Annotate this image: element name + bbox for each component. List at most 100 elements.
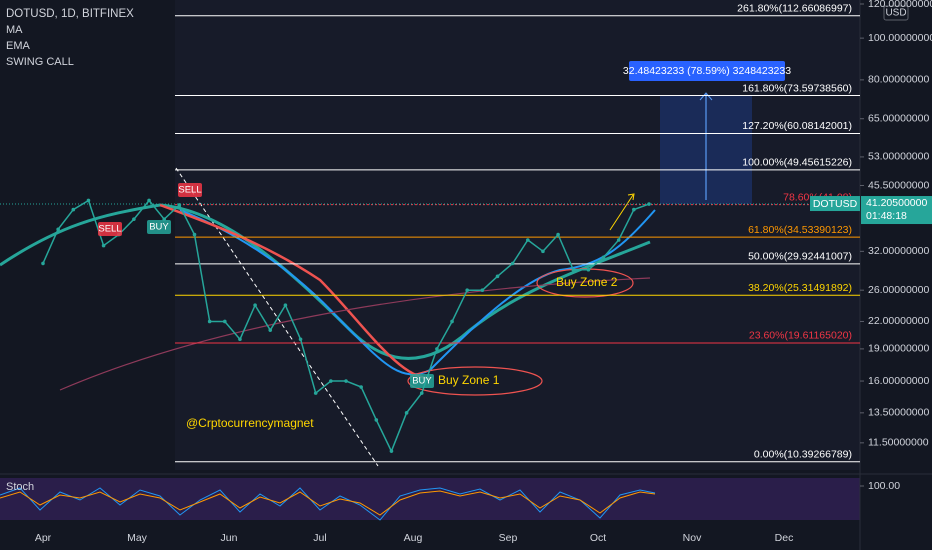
price-point (223, 319, 227, 324)
price-point (253, 303, 257, 307)
fib-label: 261.80%(112.66086997) (737, 3, 852, 15)
y-tick-label: 65.00000000 (868, 113, 929, 125)
signal: SELL (178, 185, 201, 196)
price-point (101, 243, 106, 248)
annotation: @Crptocurrencymagnet (186, 416, 314, 430)
price-point (601, 255, 606, 260)
long-ma-line (59, 277, 651, 391)
price-point (404, 411, 409, 415)
price-tag-price: 41.20500000 (866, 197, 927, 209)
y-tick-label: 32.00000000 (868, 245, 929, 257)
zone-ellipse (536, 268, 634, 298)
signal-box (147, 220, 171, 234)
fib-label: 50.00%(29.92441007) (748, 251, 852, 263)
price-point (359, 385, 363, 389)
y-tick-label: 26.00000000 (868, 284, 929, 296)
price-point (56, 227, 60, 232)
signal-box (178, 183, 202, 197)
price-point (450, 319, 454, 324)
stoch-d (0, 490, 656, 516)
x-tick-label: Oct (590, 532, 606, 544)
signal: BUY (149, 222, 169, 233)
price-point (389, 449, 394, 453)
price-point (329, 379, 333, 383)
y-tick-label: 45.50000000 (868, 179, 929, 191)
price-point (268, 328, 273, 332)
annotation: Buy Zone 1 (438, 373, 500, 387)
price-tag-symbol-box (810, 196, 860, 212)
price-point (616, 238, 621, 242)
fib-label: 0.00%(10.39266789) (754, 449, 852, 461)
indicator: EMA (6, 40, 31, 52)
indicator: MA (6, 24, 23, 36)
price-point (510, 261, 515, 266)
trend-arrow (609, 193, 635, 231)
fib-label: 61.80%(34.53390123) (748, 224, 852, 236)
x-tick-label: Apr (35, 532, 52, 544)
y-tick-label: 11.50000000 (868, 437, 929, 449)
x-tick-label: Nov (683, 532, 702, 544)
price-point (495, 274, 500, 279)
x-tick-label: Sep (499, 532, 518, 544)
fib-label: 38.20%(25.31491892) (748, 282, 852, 294)
x-tick-label: Dec (775, 532, 794, 544)
y-tick-label: 19.00000000 (868, 343, 929, 355)
price-point (344, 379, 348, 383)
fib-label: 23.60%(19.61165020) (749, 330, 852, 342)
y-tick-label: 80.00000000 (868, 74, 929, 86)
ma-slow-line (159, 203, 431, 380)
stoch-band (0, 478, 860, 520)
fib-label: 161.80%(73.59738560) (742, 82, 852, 94)
price-point (283, 303, 288, 307)
fib-label: 100.00%(49.45615226) (742, 157, 852, 169)
signal-box (98, 222, 122, 236)
currency-box[interactable] (883, 5, 909, 21)
price-point (374, 418, 379, 422)
x-tick-label: May (127, 532, 148, 544)
price-point (435, 347, 439, 351)
x-tick-label: Jun (221, 532, 238, 544)
y-tick-label: 100.00000000 (868, 32, 932, 44)
price-point (556, 232, 560, 237)
zone-ellipse (407, 366, 543, 396)
y-tick-label: 13.50000000 (868, 407, 929, 419)
stoch-title: Stoch (6, 481, 34, 493)
measure-arrow-head (699, 92, 713, 101)
y-tick-label: 120.00000000 (868, 0, 932, 10)
price-point (147, 198, 151, 203)
signal-box (410, 374, 434, 388)
fib-label: 127.20%(60.08142001) (742, 120, 852, 132)
price-point (313, 391, 318, 395)
price-point (586, 267, 591, 272)
y-tick-label: 22.00000000 (868, 315, 929, 327)
price-point (465, 288, 470, 292)
x-tick-label: Aug (404, 532, 423, 544)
signal: SELL (98, 224, 121, 235)
indicator: SWING CALL (6, 56, 74, 68)
measure-label: 32.48423233 (78.59%) 3248423233 (623, 65, 791, 77)
annotation: Buy Zone 2 (556, 275, 618, 289)
price-point (132, 217, 136, 221)
price-point (632, 207, 636, 212)
price-tag-symbol: DOTUSD (813, 198, 858, 210)
price-point (41, 261, 45, 266)
signal: BUY (412, 376, 432, 387)
price-point (541, 249, 545, 254)
price-point (192, 232, 197, 237)
x-tick-label: Jul (313, 532, 326, 544)
price-point (71, 207, 76, 212)
price-point (207, 319, 212, 324)
price-tag-box (861, 196, 932, 225)
price-point (86, 198, 91, 203)
price-point (238, 337, 242, 342)
symbol-title: DOTUSD, 1D, BITFINEX (6, 8, 134, 20)
price-point (298, 337, 303, 342)
y-tick-label: 53.00000000 (868, 151, 929, 163)
price-point (526, 238, 530, 242)
currency[interactable]: USD (885, 8, 906, 19)
price-point (480, 288, 485, 292)
stoch-tick-label: 100.00 (868, 480, 900, 492)
y-tick-label: 16.00000000 (868, 375, 929, 387)
measure-label-box (629, 61, 785, 81)
